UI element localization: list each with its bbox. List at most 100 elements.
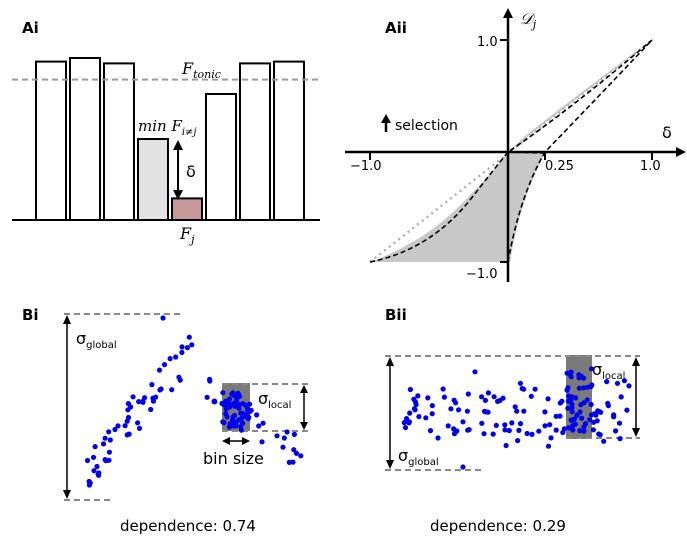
bii-point (567, 372, 574, 378)
bii-point (581, 428, 587, 434)
bii-point (601, 438, 607, 444)
bi-sigma-global: σglobal (76, 329, 117, 351)
selection-arrow (381, 114, 391, 132)
bii-point (502, 422, 508, 428)
ai-bar (239, 62, 271, 222)
bi-point (179, 349, 185, 355)
ai-bar (137, 138, 169, 221)
bi-point (102, 435, 108, 441)
x-tick-label-neg1: −1.0 (350, 159, 382, 174)
bi-point (125, 414, 132, 421)
bii-point (440, 386, 446, 392)
bi-point (293, 450, 300, 456)
bii-point (588, 401, 594, 408)
ai-bar (69, 57, 101, 221)
bi-point (221, 420, 227, 426)
bii-point (515, 438, 521, 444)
bii-point (548, 435, 554, 441)
bii-sigma-global: σglobal (398, 446, 439, 468)
bii-point (481, 431, 487, 437)
bii-point (557, 413, 563, 419)
bi-point (95, 471, 101, 477)
bii-point (528, 393, 534, 399)
bii-local-arrow (632, 357, 640, 437)
bii-point (616, 420, 623, 426)
bii-point (425, 395, 431, 401)
bi-point (232, 400, 239, 406)
upper-curve (369, 39, 653, 263)
bi-point (179, 344, 185, 350)
bii-point (485, 390, 491, 396)
bi-point (100, 441, 107, 447)
bi-point (184, 345, 190, 351)
bii-point (453, 400, 459, 406)
bii-point (614, 380, 621, 386)
bii-point (401, 420, 407, 426)
bi-point (140, 399, 146, 405)
bi-point (290, 459, 296, 465)
bi-point (90, 454, 97, 460)
bi-point (186, 334, 192, 340)
shaded-region (370, 40, 652, 262)
bii-point (576, 375, 582, 381)
bi-point (126, 431, 132, 437)
bi-point (157, 387, 163, 393)
selection-label: selection (395, 118, 458, 134)
panel-label-bi: Bi (22, 306, 39, 324)
bii-point (624, 407, 630, 413)
bii-point (532, 386, 538, 392)
bii-point (472, 369, 478, 375)
bii-point (407, 410, 413, 416)
bi-point (130, 394, 136, 400)
bi-local-arrow (300, 385, 308, 430)
bi-point (91, 468, 97, 474)
bii-point (553, 427, 559, 433)
bii-point (427, 428, 434, 434)
bii-point (621, 378, 628, 384)
bi-point (259, 439, 265, 445)
bii-point (577, 409, 583, 415)
bi-point (204, 394, 210, 400)
bii-point (415, 393, 421, 399)
bi-point (112, 426, 118, 433)
x-tick-label-025: 0.25 (545, 159, 574, 174)
bi-point (238, 424, 244, 430)
bi-point (176, 374, 182, 380)
bi-point (286, 459, 292, 465)
bi-point (222, 402, 228, 408)
bii-point (456, 407, 462, 413)
bi-scatter (84, 315, 304, 488)
bi-point (115, 423, 121, 429)
min-label: min Fi≠j (138, 117, 197, 138)
bi-point (291, 431, 297, 437)
bi-point (136, 399, 142, 405)
bii-point (565, 398, 572, 404)
bi-point (220, 390, 226, 396)
bi-point (136, 425, 143, 431)
bii-point (597, 432, 603, 438)
bii-point (576, 385, 582, 391)
panel-label-ai: Ai (22, 19, 39, 37)
bii-point (581, 424, 587, 430)
bii-caption: dependence: 0.29 (430, 517, 566, 535)
bii-point (429, 411, 435, 417)
bii-point (521, 408, 527, 414)
y-tick-label-1: 1.0 (477, 35, 498, 50)
bii-point (465, 427, 471, 433)
bii-point (536, 428, 542, 434)
bii-point (570, 423, 576, 429)
bi-point (102, 457, 108, 463)
panel-bii: Bii σlocal σglobal dependence: 0.29 (385, 306, 640, 535)
bii-point (423, 415, 429, 421)
bii-point (521, 386, 527, 392)
bii-point (618, 394, 624, 400)
bi-point (122, 423, 128, 429)
bi-point (248, 407, 254, 413)
bii-point (626, 383, 632, 389)
bi-point (84, 457, 91, 464)
panel-bi: Bi σglobal σlocal bin size dependence: 0… (22, 306, 312, 535)
bi-point (160, 315, 166, 321)
bii-point (581, 385, 587, 391)
bi-point (232, 423, 238, 429)
